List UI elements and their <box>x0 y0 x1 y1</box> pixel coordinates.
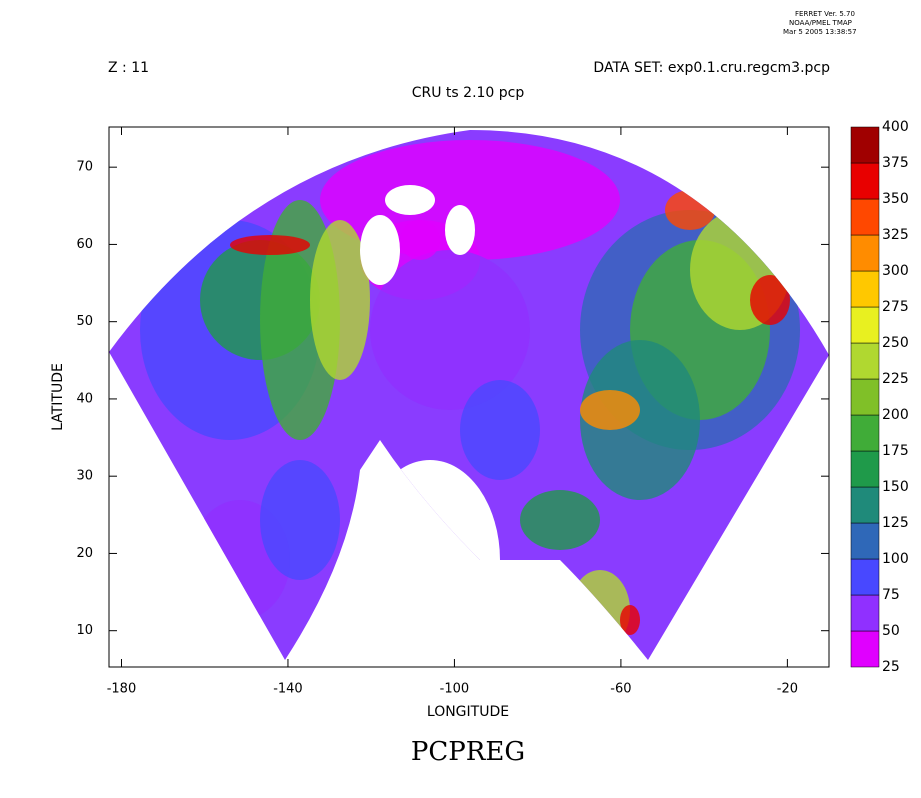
colorbar-label: 100 <box>882 551 909 567</box>
colorbar-swatch <box>850 594 880 632</box>
missing-patch <box>385 185 435 215</box>
missing-patch <box>360 215 400 285</box>
y-tick-label: 70 <box>76 160 93 175</box>
colorbar-label: 275 <box>882 299 909 315</box>
colorbar-label: 350 <box>882 191 909 207</box>
colorbar-label: 125 <box>882 515 909 531</box>
colorbar-swatch <box>850 234 880 272</box>
chart-title: PCPREG <box>411 737 525 767</box>
x-tick-label: -60 <box>610 682 631 697</box>
colorbar-swatch <box>850 198 880 236</box>
field-patch <box>620 605 640 635</box>
y-axis-label: LATITUDE <box>50 363 66 431</box>
x-tick-label: -140 <box>273 682 303 697</box>
y-tick-label: 20 <box>76 546 93 561</box>
x-tick-label: -180 <box>107 682 137 697</box>
colorbar-label: 75 <box>882 587 900 603</box>
colorbar-label: 25 <box>882 659 900 675</box>
colorbar-label: 325 <box>882 227 909 243</box>
y-tick-label: 50 <box>76 314 93 329</box>
y-tick-label: 10 <box>76 623 93 638</box>
colorbar-swatch <box>850 450 880 488</box>
y-tick-label: 30 <box>76 469 93 484</box>
field-patch <box>570 570 630 650</box>
colorbar-swatch <box>850 378 880 416</box>
colorbar-swatch <box>850 126 880 164</box>
colorbar-label: 200 <box>882 407 909 423</box>
ferret-date: Mar 5 2005 13:38:57 <box>783 28 857 36</box>
colorbar-swatch <box>850 270 880 308</box>
colorbar-label: 150 <box>882 479 909 495</box>
colorbar-swatch <box>850 306 880 344</box>
colorbar-label: 300 <box>882 263 909 279</box>
field-patch <box>580 390 640 430</box>
colorbar-label: 175 <box>882 443 909 459</box>
y-tick-label: 40 <box>76 391 93 406</box>
x-tick-label: -100 <box>440 682 470 697</box>
colorbar-label: 400 <box>882 119 909 135</box>
colorbar-swatch <box>850 522 880 560</box>
field-patch <box>460 380 540 480</box>
field-patch <box>260 460 340 580</box>
ferret-org: NOAA/PMEL TMAP <box>789 19 852 27</box>
field-patch <box>370 250 530 410</box>
field-patch <box>520 490 600 550</box>
field-patch <box>310 220 370 380</box>
plot-frame <box>108 126 830 668</box>
colorbar-swatch <box>850 558 880 596</box>
colorbar-label: 375 <box>882 155 909 171</box>
colorbar-swatch <box>850 486 880 524</box>
colorbar-swatch <box>850 414 880 452</box>
field-patch <box>230 235 310 255</box>
x-tick-label: -20 <box>777 682 798 697</box>
colorbar-swatch <box>850 342 880 380</box>
colorbar-swatch <box>850 162 880 200</box>
precip-field <box>109 130 829 660</box>
subtitle: CRU ts 2.10 pcp <box>412 85 525 101</box>
colorbar-swatch <box>850 630 880 668</box>
field-patch <box>665 190 715 230</box>
ferret-version: FERRET Ver. 5.70 <box>795 10 855 18</box>
field-patch <box>580 340 700 500</box>
dataset: DATA SET: exp0.1.cru.regcm3.pcp <box>593 60 830 76</box>
y-tick-label: 60 <box>76 237 93 252</box>
colorbar-label: 225 <box>882 371 909 387</box>
missing-patch <box>445 205 475 255</box>
missing-patch <box>360 460 500 660</box>
field-patch <box>750 275 790 325</box>
colorbar-label: 50 <box>882 623 900 639</box>
field-patch <box>400 220 440 260</box>
z-label: Z : 11 <box>108 60 149 76</box>
colorbar-label: 250 <box>882 335 909 351</box>
x-axis-label: LONGITUDE <box>427 704 509 720</box>
